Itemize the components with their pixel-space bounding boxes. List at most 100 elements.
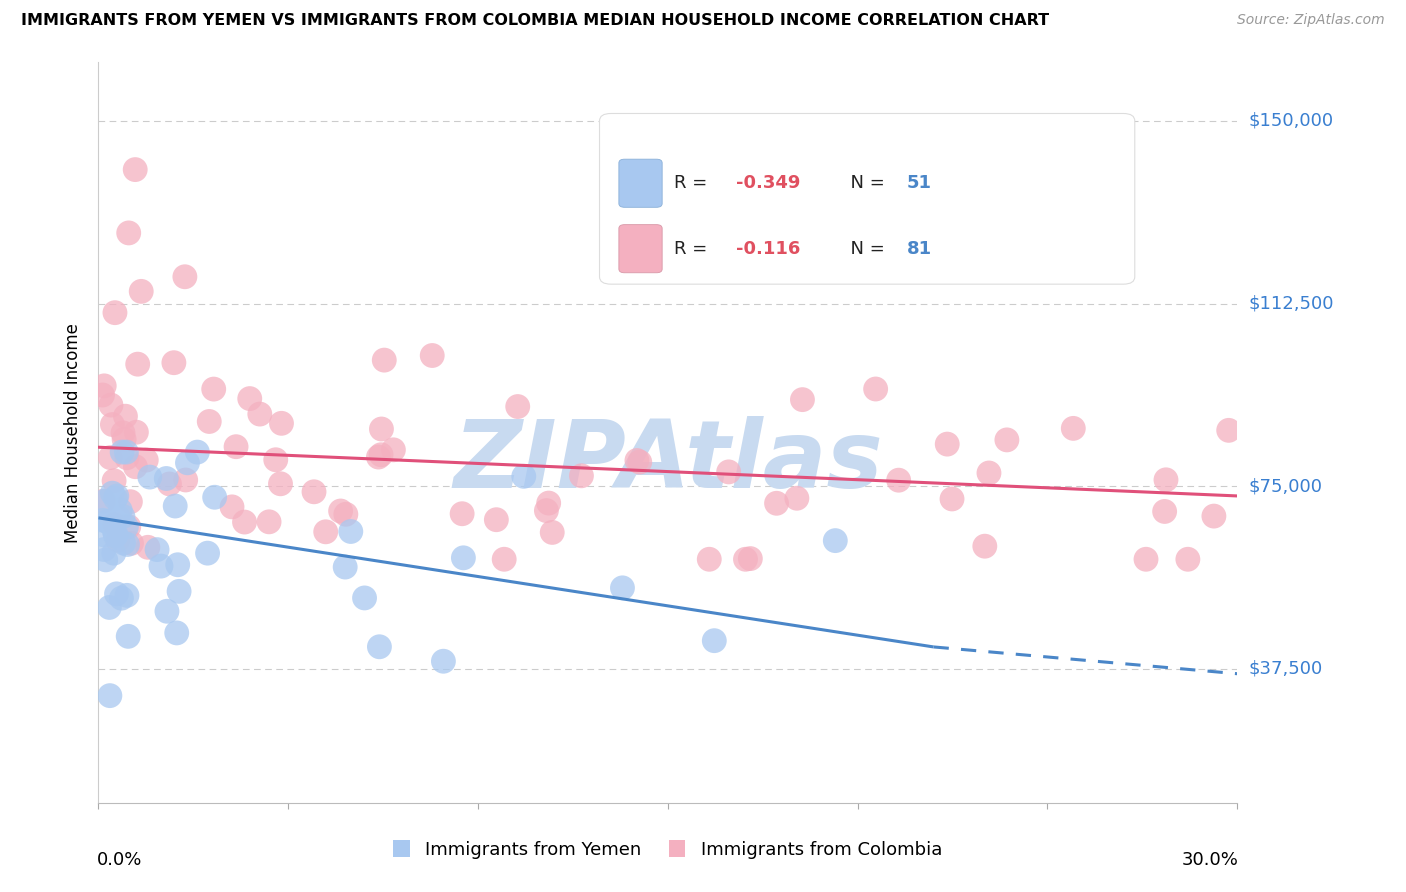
Immigrants from Colombia — [734, 552, 756, 566]
Immigrants from Yemen — [339, 524, 361, 539]
Immigrants from Colombia — [173, 269, 195, 284]
Immigrants from Colombia — [451, 507, 474, 521]
Legend: Immigrants from Yemen, Immigrants from Colombia: Immigrants from Yemen, Immigrants from C… — [384, 831, 952, 868]
Immigrants from Colombia — [335, 508, 357, 522]
Immigrants from Colombia — [93, 379, 115, 393]
Immigrants from Yemen — [91, 513, 114, 527]
Text: $75,000: $75,000 — [1249, 477, 1323, 495]
Text: 30.0%: 30.0% — [1181, 851, 1239, 869]
Immigrants from Yemen — [115, 588, 138, 602]
Text: 51: 51 — [907, 174, 932, 193]
Immigrants from Colombia — [107, 533, 129, 548]
Immigrants from Colombia — [626, 453, 648, 467]
Immigrants from Colombia — [973, 539, 995, 553]
Immigrants from Colombia — [111, 425, 134, 440]
Immigrants from Yemen — [167, 584, 190, 599]
Immigrants from Colombia — [135, 453, 157, 467]
Text: -0.116: -0.116 — [737, 240, 800, 258]
Text: Source: ZipAtlas.com: Source: ZipAtlas.com — [1237, 13, 1385, 28]
Immigrants from Colombia — [420, 349, 443, 363]
Immigrants from Yemen — [98, 600, 121, 615]
Immigrants from Colombia — [1177, 552, 1199, 566]
Immigrants from Yemen — [197, 546, 219, 560]
Immigrants from Yemen — [204, 490, 226, 504]
Immigrants from Colombia — [112, 433, 135, 447]
Immigrants from Colombia — [1062, 421, 1084, 435]
Text: 0.0%: 0.0% — [97, 851, 142, 869]
Immigrants from Colombia — [136, 541, 159, 555]
Immigrants from Yemen — [353, 591, 375, 605]
Immigrants from Yemen — [115, 520, 138, 534]
Immigrants from Colombia — [697, 552, 720, 566]
Immigrants from Colombia — [887, 473, 910, 487]
Immigrants from Yemen — [156, 604, 179, 618]
FancyBboxPatch shape — [619, 159, 662, 207]
Immigrants from Colombia — [103, 474, 125, 488]
Immigrants from Colombia — [103, 517, 125, 532]
Immigrants from Yemen — [104, 529, 127, 543]
Immigrants from Colombia — [995, 433, 1018, 447]
Immigrants from Colombia — [1135, 552, 1157, 566]
Immigrants from Colombia — [485, 513, 508, 527]
Immigrants from Colombia — [977, 466, 1000, 480]
Immigrants from Colombia — [257, 515, 280, 529]
Immigrants from Yemen — [166, 626, 188, 640]
FancyBboxPatch shape — [619, 225, 662, 273]
Text: R =: R = — [673, 174, 713, 193]
Immigrants from Colombia — [740, 551, 762, 566]
Immigrants from Colombia — [541, 525, 564, 540]
Immigrants from Colombia — [225, 440, 247, 454]
Immigrants from Yemen — [703, 633, 725, 648]
Immigrants from Yemen — [97, 515, 120, 529]
Immigrants from Yemen — [149, 559, 172, 574]
Immigrants from Colombia — [124, 162, 146, 177]
Immigrants from Yemen — [155, 471, 177, 485]
Text: N =: N = — [839, 240, 890, 258]
Immigrants from Yemen — [115, 445, 138, 459]
Immigrants from Yemen — [432, 654, 454, 668]
Immigrants from Colombia — [121, 536, 143, 550]
Immigrants from Colombia — [865, 382, 887, 396]
Immigrants from Yemen — [105, 587, 128, 601]
Immigrants from Colombia — [198, 415, 221, 429]
Immigrants from Yemen — [612, 581, 634, 595]
Immigrants from Colombia — [717, 465, 740, 479]
Immigrants from Colombia — [120, 494, 142, 508]
Immigrants from Colombia — [118, 519, 141, 533]
Text: IMMIGRANTS FROM YEMEN VS IMMIGRANTS FROM COLOMBIA MEDIAN HOUSEHOLD INCOME CORREL: IMMIGRANTS FROM YEMEN VS IMMIGRANTS FROM… — [21, 13, 1049, 29]
Immigrants from Colombia — [98, 450, 121, 465]
Immigrants from Colombia — [370, 448, 392, 462]
Immigrants from Colombia — [329, 504, 352, 518]
Immigrants from Colombia — [249, 407, 271, 421]
Immigrants from Yemen — [146, 542, 169, 557]
Immigrants from Colombia — [1153, 504, 1175, 518]
Immigrants from Colombia — [114, 409, 136, 424]
Immigrants from Colombia — [1202, 509, 1225, 524]
Immigrants from Colombia — [127, 357, 149, 371]
Immigrants from Colombia — [537, 496, 560, 510]
Immigrants from Colombia — [941, 491, 963, 506]
Immigrants from Colombia — [571, 468, 593, 483]
Immigrants from Colombia — [124, 459, 146, 474]
FancyBboxPatch shape — [599, 113, 1135, 285]
Immigrants from Colombia — [174, 473, 197, 487]
Immigrants from Yemen — [176, 456, 198, 470]
Immigrants from Colombia — [100, 398, 122, 412]
Immigrants from Yemen — [103, 546, 125, 560]
Immigrants from Colombia — [202, 382, 225, 396]
Immigrants from Colombia — [302, 484, 325, 499]
Immigrants from Yemen — [93, 542, 115, 557]
Immigrants from Colombia — [936, 437, 959, 451]
Immigrants from Yemen — [186, 445, 208, 459]
Immigrants from Colombia — [1218, 423, 1240, 437]
Immigrants from Yemen — [93, 528, 115, 542]
Immigrants from Yemen — [117, 537, 139, 551]
Immigrants from Yemen — [110, 591, 132, 606]
Y-axis label: Median Household Income: Median Household Income — [65, 323, 83, 542]
Immigrants from Colombia — [239, 392, 262, 406]
Immigrants from Yemen — [101, 486, 124, 500]
Immigrants from Colombia — [792, 392, 814, 407]
Immigrants from Colombia — [125, 425, 148, 440]
Immigrants from Yemen — [107, 510, 129, 524]
Immigrants from Yemen — [105, 489, 128, 503]
